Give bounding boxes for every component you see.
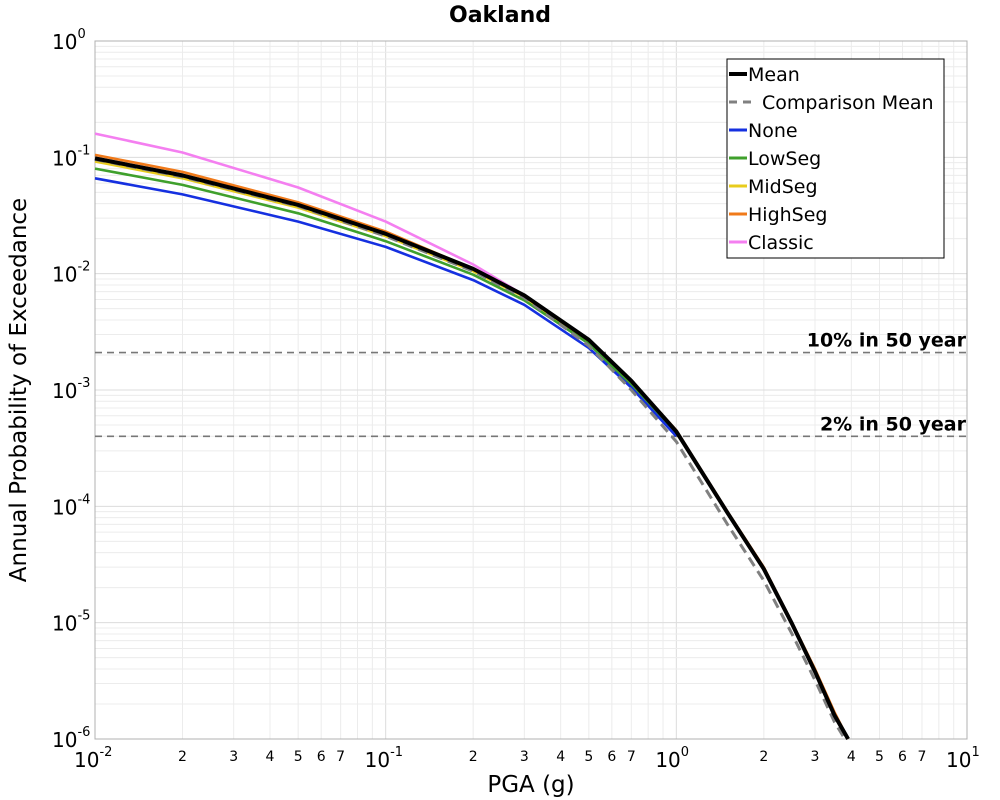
x-minor-tick-label: 3 [229,749,238,765]
x-minor-tick-label: 5 [584,749,593,765]
y-tick-label: 10-3 [52,376,90,403]
x-minor-tick-label: 6 [317,749,326,765]
y-tick-label: 10-4 [52,492,90,519]
x-minor-tick-label: 7 [336,749,345,765]
y-tick-label: 10-1 [52,143,90,170]
x-minor-tick-label: 2 [759,749,768,765]
x-tick-label: 100 [655,745,689,772]
x-minor-tick-label: 6 [898,749,907,765]
x-minor-tick-label: 3 [520,749,529,765]
legend-label: HighSeg [748,204,827,226]
plot-frame [94,40,968,740]
x-minor-tick-label: 6 [607,749,616,765]
y-tick-label: 10-2 [52,260,90,287]
x-minor-tick-label: 4 [266,749,275,765]
y-tick-label: 10-6 [52,725,90,752]
chart-title: Oakland [449,3,551,28]
x-minor-tick-label: 7 [627,749,636,765]
series-line-comparison-mean [94,157,847,740]
series-lines [94,132,850,740]
series-line-none [94,177,678,438]
legend-label: Classic [748,232,814,254]
legend: Mean Comparison Mean None LowSeg MidSeg HighS… [726,58,945,259]
legend-box [726,58,945,259]
x-minor-tick-label: 5 [875,749,884,765]
series-line-mean [94,156,850,740]
x-minor-tick-label: 5 [294,749,303,765]
reference-line-label: 10% in 50 year [807,330,967,352]
x-minor-tick-label: 2 [178,749,187,765]
reference-line-label: 2% in 50 year [820,413,967,435]
x-minor-tick-label: 4 [847,749,856,765]
x-minor-tick-label: 4 [556,749,565,765]
y-tick-label: 100 [52,27,86,54]
legend-label: Comparison Mean [762,92,934,114]
legend-label: Mean [748,64,800,86]
reference-lines: 10% in 50 year 2% in 50 year [95,330,967,438]
x-minor-tick-label: 3 [811,749,820,765]
grid [94,41,967,740]
series-line-lowseg [94,167,678,435]
y-tick-label: 10-5 [52,609,90,636]
x-minor-tick-label: 7 [918,749,927,765]
legend-label: None [748,120,798,142]
x-tick-label: 10-2 [74,745,112,772]
legend-label: MidSeg [748,176,818,198]
x-axis-label: PGA (g) [487,772,574,798]
legend-label: LowSeg [748,148,821,170]
x-tick-label: 10-1 [365,745,403,772]
y-axis-label: Annual Probability of Exceedance [6,198,32,582]
x-tick-label: 101 [946,745,980,772]
x-minor-tick-label: 2 [469,749,478,765]
